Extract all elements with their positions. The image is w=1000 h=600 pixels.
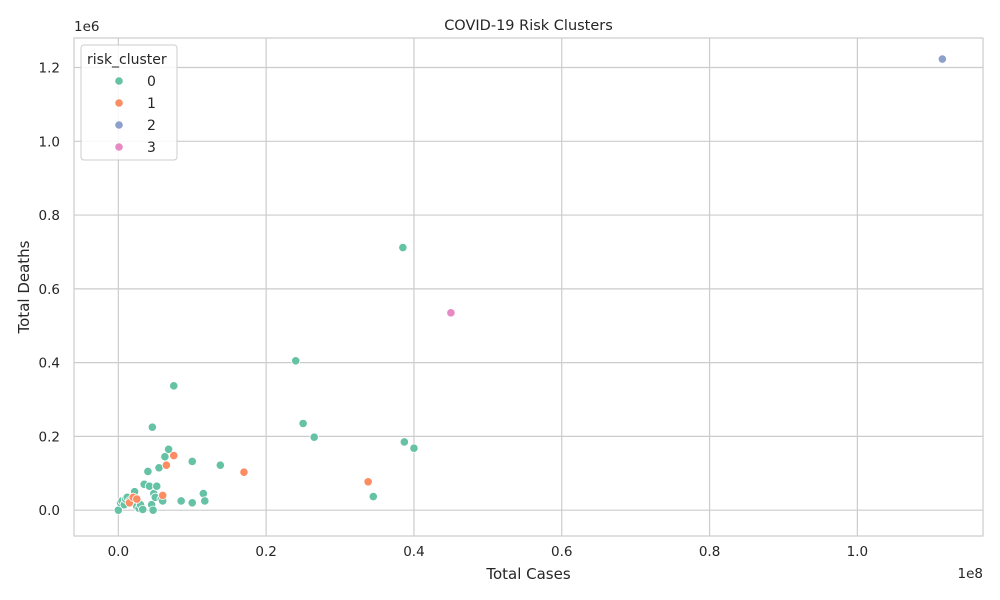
x-tick-label: 0.0 xyxy=(108,544,129,560)
data-point-cluster-0 xyxy=(291,356,301,366)
data-point-cluster-0 xyxy=(169,381,179,391)
y-tick-label: 0.0 xyxy=(39,503,60,519)
x-tick-label: 0.6 xyxy=(551,544,572,560)
legend-marker-3 xyxy=(114,142,124,152)
y-tick-label: 0.8 xyxy=(39,208,60,224)
x-axis-label: Total Cases xyxy=(485,565,571,583)
data-point-cluster-0 xyxy=(147,422,157,432)
y-tick-label: 0.4 xyxy=(39,356,60,372)
legend: risk_cluster 0 1 2 3 xyxy=(80,44,178,161)
data-point-cluster-0 xyxy=(399,437,409,447)
data-point-cluster-1 xyxy=(169,450,179,461)
chart-title: COVID-19 Risk Clusters xyxy=(444,18,613,34)
data-point-cluster-1 xyxy=(132,494,142,504)
y-axis-offset-text: 1e6 xyxy=(74,19,99,35)
x-tick-label: 0.2 xyxy=(255,544,276,560)
legend-marker-0 xyxy=(114,76,124,86)
data-point-cluster-0 xyxy=(138,504,148,515)
y-tick-label: 0.2 xyxy=(39,429,60,445)
data-point-cluster-1 xyxy=(161,460,171,470)
grid xyxy=(74,38,983,536)
data-point-cluster-0 xyxy=(187,456,197,467)
legend-marker-2 xyxy=(114,120,124,130)
data-point-cluster-1 xyxy=(363,477,373,487)
legend-box xyxy=(80,44,178,161)
data-point-cluster-0 xyxy=(152,481,162,491)
legend-label-3: 3 xyxy=(147,140,156,156)
legend-marker-1 xyxy=(114,98,124,108)
data-point-cluster-0 xyxy=(163,444,174,454)
data-point-cluster-1 xyxy=(158,490,168,501)
data-point-cluster-0 xyxy=(200,496,210,506)
y-tick-label: 1.2 xyxy=(39,61,60,77)
data-point-cluster-0 xyxy=(398,242,408,253)
x-tick-label: 0.8 xyxy=(699,544,720,560)
data-points xyxy=(113,54,947,515)
y-tick-label: 0.6 xyxy=(39,282,60,298)
y-axis-label: Total Deaths xyxy=(15,240,33,334)
data-point-cluster-0 xyxy=(143,466,153,477)
data-point-cluster-0 xyxy=(148,505,158,515)
legend-title: risk_cluster xyxy=(87,52,167,68)
legend-label-2: 2 xyxy=(147,118,156,134)
data-point-cluster-0 xyxy=(187,498,197,508)
data-point-cluster-0 xyxy=(215,460,225,470)
data-point-cluster-0 xyxy=(298,418,308,429)
data-point-cluster-0 xyxy=(368,491,378,502)
x-tick-label: 1.0 xyxy=(847,544,868,560)
y-tick-label: 1.0 xyxy=(39,134,60,150)
data-point-cluster-3 xyxy=(446,308,456,318)
plot-area-frame xyxy=(73,37,984,537)
legend-items: 0 1 2 3 xyxy=(114,74,156,156)
legend-label-0: 0 xyxy=(147,74,156,90)
data-point-cluster-0 xyxy=(409,443,419,453)
legend-label-1: 1 xyxy=(147,96,156,112)
x-axis-offset-text: 1e8 xyxy=(958,566,983,582)
data-point-cluster-0 xyxy=(198,488,208,499)
data-point-cluster-2 xyxy=(937,54,947,64)
tick-labels: 0.0 0.2 0.4 0.6 0.8 1.0 0.0 0.2 0.4 0.6 0.8 1.0 1.2 xyxy=(39,61,869,560)
x-tick-label: 0.4 xyxy=(403,544,424,560)
data-point-cluster-0 xyxy=(309,432,319,442)
data-point-cluster-0 xyxy=(176,496,186,506)
data-point-cluster-1 xyxy=(239,467,249,477)
